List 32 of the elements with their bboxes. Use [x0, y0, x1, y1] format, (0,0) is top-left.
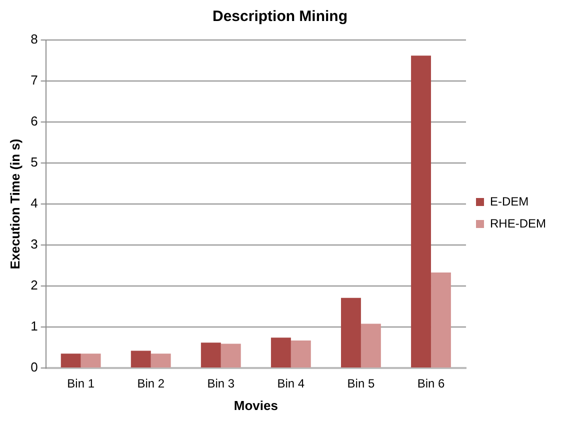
x-tick-label: Bin 6 [417, 376, 445, 391]
bar [200, 342, 221, 368]
bar [360, 324, 381, 368]
y-tick-label: 0 [30, 360, 38, 375]
bar [80, 354, 101, 368]
x-tick-label: Bin 3 [207, 376, 235, 391]
x-tick-label: Bin 4 [277, 376, 305, 391]
x-axis-title: Movies [234, 398, 278, 413]
bar [150, 354, 171, 368]
x-tick-label: Bin 2 [137, 376, 165, 391]
legend-label: E-DEM [490, 194, 529, 208]
bar [130, 350, 151, 368]
bar [341, 298, 361, 368]
y-tick-label: 7 [30, 72, 38, 88]
y-axis-title: Execution Time (in s) [7, 138, 22, 270]
bar [220, 344, 241, 368]
legend-label: RHE-DEM [490, 216, 546, 230]
bar [411, 56, 431, 368]
x-tick-label: Bin 1 [67, 376, 95, 391]
bar [60, 354, 81, 368]
y-tick-label: 8 [30, 32, 38, 47]
x-tick-label: Bin 5 [347, 376, 375, 391]
bar [290, 340, 311, 368]
y-tick-label: 2 [30, 278, 38, 293]
chart-title: Description Mining [212, 8, 348, 26]
y-tick-label: 6 [30, 114, 38, 129]
bar [430, 272, 451, 368]
y-tick-label: 5 [30, 154, 38, 170]
bar [270, 338, 291, 368]
y-tick-label: 1 [30, 318, 38, 334]
y-tick-label: 4 [30, 196, 38, 211]
y-tick-label: 3 [30, 236, 38, 252]
